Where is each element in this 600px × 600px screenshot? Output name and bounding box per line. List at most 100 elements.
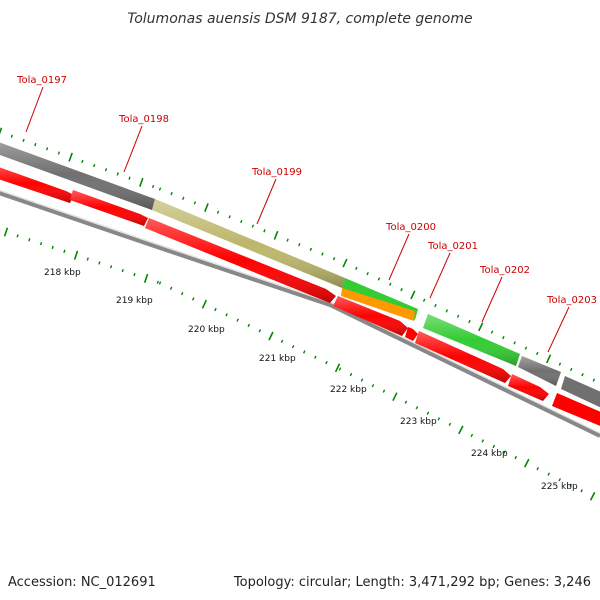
outer-tick xyxy=(10,134,13,138)
gene-label-tola-0199[interactable]: Tola_0199 xyxy=(251,167,302,178)
inner-tick xyxy=(325,360,328,365)
outer-tick xyxy=(216,210,220,214)
inner-tick xyxy=(481,439,485,443)
outer-tick xyxy=(309,247,313,251)
inner-tick xyxy=(201,299,208,309)
outer-tick xyxy=(422,298,426,302)
outer-tick xyxy=(321,252,324,256)
inner-tick xyxy=(73,250,79,260)
outer-tick xyxy=(104,168,108,172)
outer-tick xyxy=(410,290,416,300)
inner-tick xyxy=(334,363,341,373)
cds-tola-0204[interactable] xyxy=(552,393,600,430)
inner-tick xyxy=(382,389,386,393)
inner-tick xyxy=(448,422,452,427)
gene-shading xyxy=(0,142,561,386)
outer-tick xyxy=(228,215,231,219)
backbone-highlight xyxy=(0,189,600,434)
outer-tick xyxy=(490,330,494,334)
outer-tick xyxy=(388,282,392,286)
inner-tick xyxy=(158,281,162,285)
inner-tick xyxy=(314,355,317,359)
inner-tick xyxy=(291,344,295,349)
outer-tick xyxy=(93,163,96,168)
inner-tick xyxy=(392,392,398,402)
outer-tick xyxy=(524,346,528,350)
cds-shading xyxy=(0,167,549,401)
inner-tick xyxy=(51,245,54,250)
inner-tick xyxy=(338,367,342,371)
kbp-label-224: 224 kbp xyxy=(471,449,508,459)
genome-backbone xyxy=(0,189,600,438)
inner-tick xyxy=(580,489,583,493)
outer-tick xyxy=(569,367,573,372)
gene-label-tola-0198[interactable]: Tola_0198 xyxy=(118,114,169,125)
outer-tick xyxy=(68,152,73,162)
outer-tick xyxy=(240,219,243,224)
outer-tick xyxy=(366,271,369,276)
genome-info-text: Topology: circular; Length: 3,471,292 bp… xyxy=(233,575,591,590)
callout-tola-0202 xyxy=(481,276,503,323)
outer-tick xyxy=(151,184,155,189)
outer-tick xyxy=(251,224,255,228)
inner-tick xyxy=(63,249,66,254)
gene-tola-0200-rna[interactable] xyxy=(341,288,415,321)
inner-tick xyxy=(360,378,364,382)
inner-tick xyxy=(121,268,124,273)
inner-tick xyxy=(404,400,408,404)
outer-tick xyxy=(81,159,84,164)
kbp-label-221: 221 kbp xyxy=(259,354,296,364)
outer-tick xyxy=(400,287,403,292)
outer-tick xyxy=(355,266,358,270)
inner-tick xyxy=(3,227,9,237)
kbp-label-218: 218 kbp xyxy=(44,268,81,278)
inner-tick xyxy=(86,257,89,261)
kbp-label-223: 223 kbp xyxy=(400,417,437,427)
outer-tick xyxy=(116,172,119,176)
inner-tick xyxy=(28,238,31,242)
kbp-labels: 218 kbp 219 kbp 220 kbp 221 kbp 222 kbp … xyxy=(44,268,578,492)
outer-tick xyxy=(502,335,505,340)
gene-label-tola-0202[interactable]: Tola_0202 xyxy=(479,265,530,276)
gene-track xyxy=(0,142,600,412)
gene-label-tola-0203[interactable]: Tola_0203 xyxy=(546,295,597,306)
inner-tick xyxy=(247,323,251,328)
inner-tick xyxy=(547,472,551,476)
outer-tick xyxy=(263,229,266,233)
inner-tick xyxy=(523,458,530,468)
inner-tick xyxy=(214,307,217,312)
outer-tick xyxy=(128,176,131,180)
map-title: Tolumonas auensis DSM 9187, complete gen… xyxy=(127,11,472,27)
inner-tick xyxy=(589,491,596,501)
callout-tola-0200 xyxy=(388,233,410,281)
inner-tick xyxy=(236,318,239,322)
inner-tick xyxy=(225,313,228,317)
outer-tick xyxy=(468,319,471,324)
outer-tick xyxy=(581,373,584,377)
gene-tola-0204[interactable] xyxy=(561,376,600,412)
inner-tick xyxy=(415,406,419,410)
inner-tick xyxy=(426,411,430,415)
gene-label-tola-0201[interactable]: Tola_0201 xyxy=(427,241,478,252)
gene-label-tola-0197[interactable]: Tola_0197 xyxy=(16,75,67,86)
inner-tick xyxy=(191,297,195,301)
outer-tick xyxy=(273,230,279,240)
outer-tick xyxy=(182,196,185,200)
inner-tick xyxy=(109,265,113,269)
inner-tick xyxy=(156,280,159,284)
outer-tick xyxy=(545,354,552,364)
gene-label-tola-0200[interactable]: Tola_0200 xyxy=(385,222,436,233)
outer-tick xyxy=(139,177,144,187)
inner-tick xyxy=(558,478,562,482)
kbp-label-225: 225 kbp xyxy=(541,482,578,492)
inner-tick xyxy=(302,350,306,354)
cds-tola-0201[interactable] xyxy=(405,327,418,341)
outer-tick xyxy=(170,191,173,196)
callout-tola-0199 xyxy=(256,178,277,225)
inner-tick xyxy=(536,466,540,471)
outer-tick xyxy=(434,303,437,308)
outer-tick xyxy=(456,314,460,318)
outer-tick xyxy=(592,378,596,382)
